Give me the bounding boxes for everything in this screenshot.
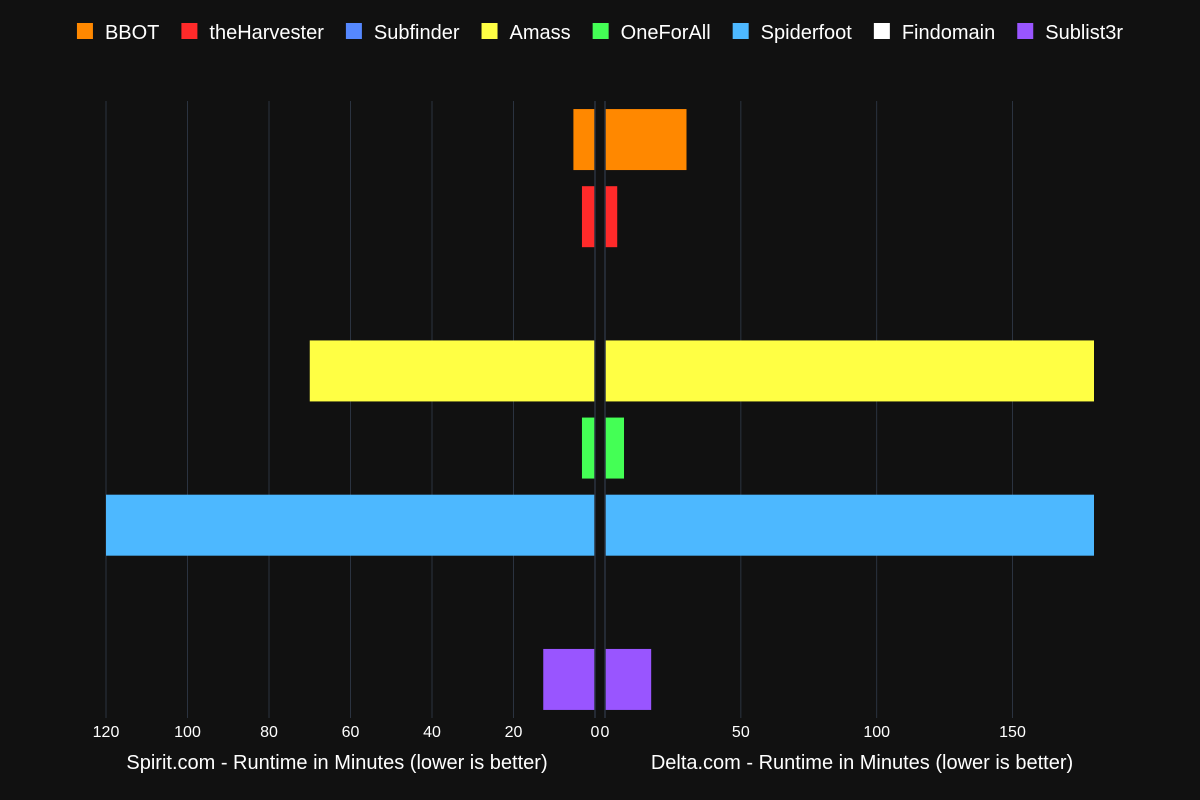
legend-swatch xyxy=(732,23,749,39)
center-divider xyxy=(594,101,606,718)
bar-left-sublist3r xyxy=(543,648,595,710)
legend: BBOT theHarvester Subfinder Amass OneForAll S… xyxy=(76,22,1123,44)
legend-swatch xyxy=(1017,23,1034,39)
tick-labels: 120 100 80 60 40 20 0 0 50 100 150 xyxy=(93,724,1026,741)
legend-item-oneforall[interactable]: OneForAll xyxy=(592,22,711,44)
legend-item-amass[interactable]: Amass xyxy=(481,22,571,44)
left-tick-label: 20 xyxy=(505,724,523,741)
legend-swatch xyxy=(345,23,362,39)
legend-label: theHarvester xyxy=(209,22,324,44)
legend-label: Spiderfoot xyxy=(761,22,853,44)
left-axis-title: Spirit.com - Runtime in Minutes (lower i… xyxy=(126,752,547,774)
bar-left-theharvester xyxy=(581,186,595,248)
left-tick-label: 100 xyxy=(174,724,201,741)
bar-right-spiderfoot xyxy=(605,494,1094,556)
grid-lines xyxy=(105,101,1013,718)
right-tick-label: 50 xyxy=(732,724,750,741)
left-tick-label: 0 xyxy=(591,724,600,741)
legend-label: Amass xyxy=(510,22,571,44)
legend-label: Sublist3r xyxy=(1045,22,1123,44)
bar-left-oneforall xyxy=(581,417,595,479)
legend-item-spiderfoot[interactable]: Spiderfoot xyxy=(732,22,853,44)
right-tick-label: 100 xyxy=(863,724,890,741)
bars xyxy=(106,109,1094,710)
right-tick-label: 150 xyxy=(999,724,1026,741)
bar-right-amass xyxy=(605,340,1094,402)
left-tick-label: 60 xyxy=(342,724,360,741)
left-tick-label: 120 xyxy=(93,724,120,741)
legend-swatch xyxy=(181,23,198,39)
bar-left-bbot xyxy=(573,109,595,171)
legend-item-theharvester[interactable]: theHarvester xyxy=(181,22,324,44)
legend-swatch xyxy=(76,23,93,39)
legend-label: Subfinder xyxy=(374,22,460,44)
bar-right-sublist3r xyxy=(605,648,652,710)
legend-swatch xyxy=(873,23,890,39)
bar-right-theharvester xyxy=(605,186,618,248)
legend-item-bbot[interactable]: BBOT xyxy=(76,22,159,44)
legend-swatch xyxy=(481,23,498,39)
left-tick-label: 80 xyxy=(260,724,278,741)
legend-item-subfinder[interactable]: Subfinder xyxy=(345,22,460,44)
legend-label: OneForAll xyxy=(621,22,711,44)
bar-right-bbot xyxy=(605,109,687,171)
bar-left-amass xyxy=(309,340,595,402)
legend-label: BBOT xyxy=(105,22,159,44)
legend-swatch xyxy=(592,23,609,39)
left-tick-label: 40 xyxy=(423,724,441,741)
right-axis-title: Delta.com - Runtime in Minutes (lower is… xyxy=(651,752,1073,774)
right-tick-label: 0 xyxy=(601,724,610,741)
legend-item-sublist3r[interactable]: Sublist3r xyxy=(1017,22,1123,44)
legend-item-findomain[interactable]: Findomain xyxy=(873,22,995,44)
legend-label: Findomain xyxy=(902,22,995,44)
bar-right-oneforall xyxy=(605,417,625,479)
bar-left-spiderfoot xyxy=(106,494,595,556)
